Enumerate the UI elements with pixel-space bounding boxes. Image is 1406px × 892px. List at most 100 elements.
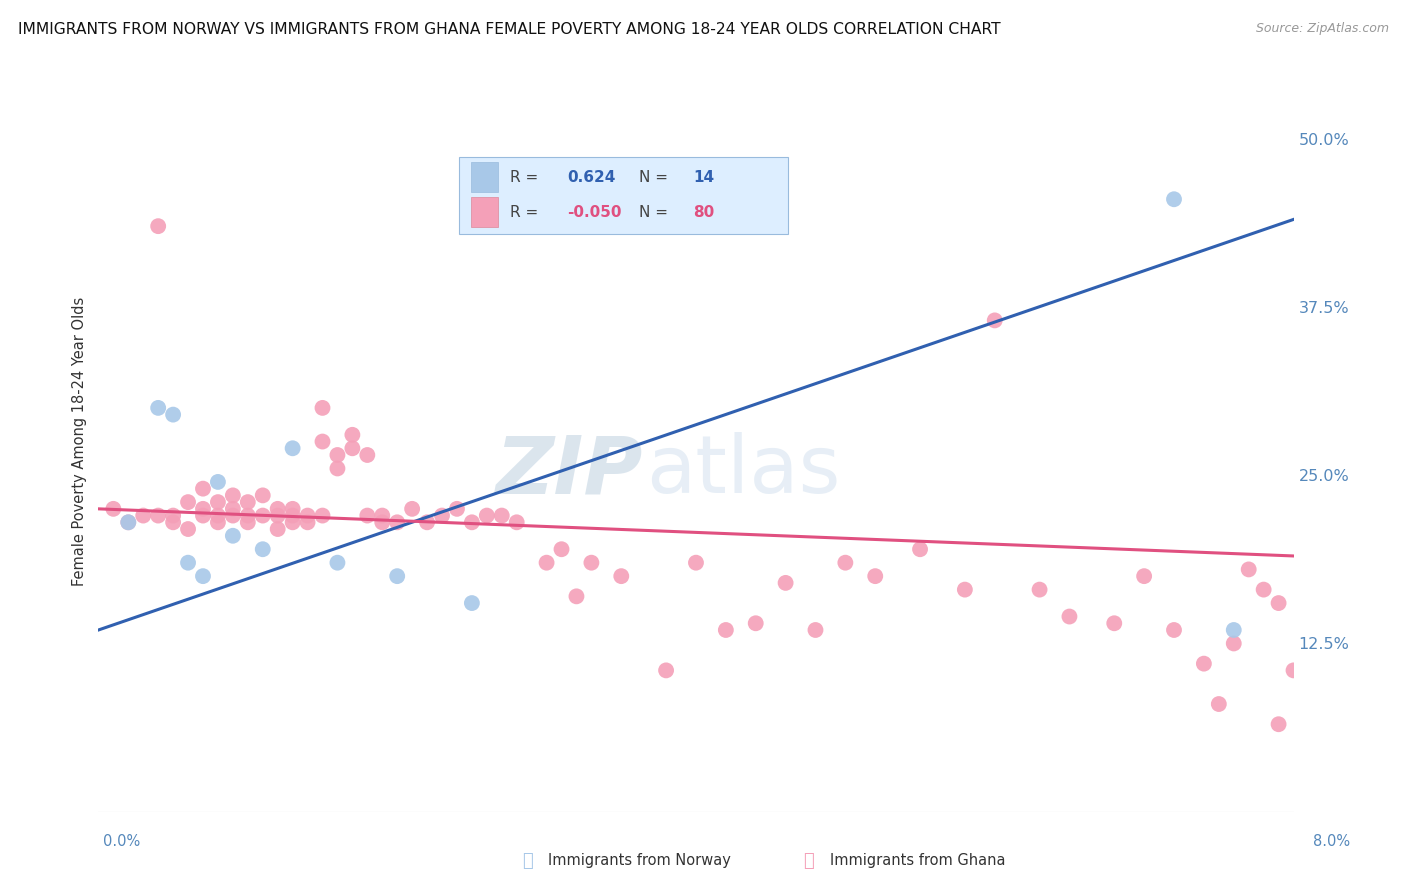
Point (207, 508, 229, 523)
Text: Immigrants from Ghana: Immigrants from Ghana (830, 854, 1005, 868)
Point (281, 501, 304, 516)
Point (908, 542, 931, 557)
Point (461, 516, 484, 530)
Text: 80: 80 (693, 204, 714, 219)
Point (1253, 582, 1275, 597)
Point (191, 569, 214, 583)
Point (236, 516, 259, 530)
Point (162, 508, 184, 523)
Point (177, 495, 200, 509)
Point (1163, 623, 1185, 637)
Bar (471, 197, 498, 227)
Point (162, 408, 184, 422)
Point (834, 556, 856, 570)
Point (953, 582, 976, 597)
Point (356, 508, 378, 523)
Point (162, 516, 184, 530)
Point (461, 596, 484, 610)
Point (685, 556, 707, 570)
Point (430, 508, 453, 523)
Point (326, 556, 349, 570)
Point (1223, 623, 1246, 637)
Point (252, 488, 274, 502)
Point (148, 219, 170, 234)
Point (1223, 636, 1246, 650)
Point (191, 508, 214, 523)
Point (117, 516, 139, 530)
Point (655, 664, 678, 678)
Point (326, 448, 349, 462)
Point (385, 569, 409, 583)
Point (804, 623, 827, 637)
Point (207, 495, 229, 509)
Point (148, 401, 170, 415)
Point (281, 516, 304, 530)
Point (267, 522, 290, 536)
Point (222, 529, 245, 543)
Text: Immigrants from Norway: Immigrants from Norway (548, 854, 731, 868)
Point (1104, 616, 1126, 631)
Text: N =: N = (638, 169, 672, 185)
Point (446, 501, 468, 516)
Point (326, 461, 349, 475)
Point (297, 516, 319, 530)
Y-axis label: Female Poverty Among 18-24 Year Olds: Female Poverty Among 18-24 Year Olds (72, 297, 87, 586)
Point (297, 508, 319, 523)
Text: 0.0%: 0.0% (103, 834, 139, 849)
Text: Source: ZipAtlas.com: Source: ZipAtlas.com (1256, 22, 1389, 36)
Point (222, 488, 245, 502)
Point (1133, 569, 1156, 583)
Point (342, 442, 364, 456)
Point (236, 495, 259, 509)
Text: N =: N = (638, 204, 672, 219)
Bar (471, 162, 498, 192)
Point (371, 508, 394, 523)
Point (281, 508, 304, 523)
Point (1208, 697, 1230, 711)
Text: 14: 14 (693, 169, 714, 185)
Point (385, 516, 409, 530)
Point (1282, 664, 1305, 678)
Point (714, 623, 737, 637)
Point (132, 508, 155, 523)
Text: atlas: atlas (645, 432, 841, 510)
Point (311, 508, 333, 523)
Text: IMMIGRANTS FROM NORWAY VS IMMIGRANTS FROM GHANA FEMALE POVERTY AMONG 18-24 YEAR : IMMIGRANTS FROM NORWAY VS IMMIGRANTS FRO… (18, 22, 1001, 37)
Point (1192, 657, 1215, 671)
Bar (460, 156, 787, 235)
Point (252, 542, 274, 557)
Point (475, 508, 498, 523)
Point (148, 508, 170, 523)
Point (775, 575, 797, 590)
Text: 0.624: 0.624 (567, 169, 616, 185)
Point (252, 508, 274, 523)
Point (1267, 596, 1289, 610)
Point (236, 508, 259, 523)
Point (267, 501, 290, 516)
Point (491, 508, 513, 523)
Point (371, 516, 394, 530)
Point (610, 569, 633, 583)
Point (506, 516, 529, 530)
Text: R =: R = (509, 169, 543, 185)
Text: ZIP: ZIP (495, 432, 643, 510)
Point (416, 516, 439, 530)
Point (117, 516, 139, 530)
Point (177, 522, 200, 536)
Point (1028, 582, 1050, 597)
Text: ⬛: ⬛ (522, 852, 533, 870)
Point (207, 475, 229, 489)
Point (281, 442, 304, 456)
Text: R =: R = (509, 204, 543, 219)
Point (565, 590, 588, 604)
Point (222, 508, 245, 523)
Point (207, 516, 229, 530)
Point (581, 556, 603, 570)
Point (401, 501, 423, 516)
Point (356, 448, 378, 462)
Point (1267, 717, 1289, 731)
Point (191, 501, 214, 516)
Point (342, 427, 364, 442)
Point (311, 401, 333, 415)
Point (177, 556, 200, 570)
